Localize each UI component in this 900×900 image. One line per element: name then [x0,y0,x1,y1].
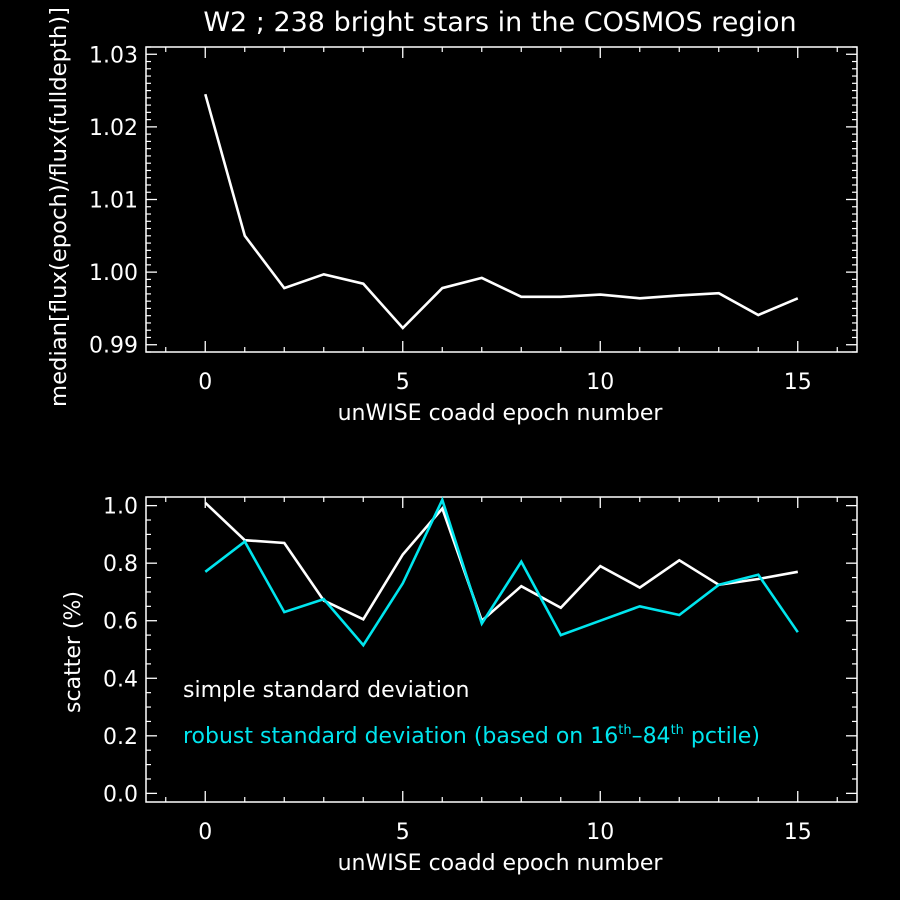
top-x-axis-label: unWISE coadd epoch number [338,401,664,426]
y-tick-label: 0.0 [103,782,138,807]
bottom-x-axis-label: unWISE coadd epoch number [338,851,664,876]
chart-title: W2 ; 238 bright stars in the COSMOS regi… [203,7,796,38]
x-tick-label: 0 [198,820,212,845]
top-tick-labels: 0 5 10 15 0.99 1.00 1.01 1.02 1.03 [89,43,812,395]
y-tick-label: 1.01 [89,189,138,214]
legend-robust-sup-2: th [671,723,684,738]
top-panel: W2 ; 238 bright stars in the COSMOS regi… [47,7,858,426]
legend-robust-suffix: pctile) [684,724,760,749]
bottom-y-axis-label: scatter (%) [61,591,86,713]
top-series-lines [204,93,799,330]
legend-robust-prefix: robust standard deviation (based on 16 [183,724,618,749]
series-line-0 [204,501,799,623]
y-tick-label: 1.03 [89,43,138,68]
y-tick-label: 0.8 [103,552,138,577]
x-tick-label: 10 [586,370,614,395]
x-tick-label: 15 [784,370,812,395]
top-y-axis-label: median[flux(epoch)/flux(fulldepth)] [47,7,72,407]
legend-robust-sup-1: th [618,723,631,738]
series-line-1 [204,496,799,648]
y-tick-label: 0.99 [89,334,138,359]
y-tick-label: 1.0 [103,495,138,520]
y-tick-label: 1.02 [89,116,138,141]
x-tick-label: 5 [396,820,410,845]
x-tick-label: 15 [784,820,812,845]
y-tick-label: 0.2 [103,725,138,750]
legend-robust-dash: –84 [632,724,671,749]
legend-simple: simple standard deviation [183,678,469,703]
bottom-series-lines [204,496,799,648]
y-tick-label: 1.00 [89,261,138,286]
top-axis-ticks [146,46,857,353]
x-tick-label: 0 [198,370,212,395]
bottom-tick-labels: 0 5 10 15 0.0 0.2 0.4 0.6 0.8 1.0 [103,495,812,845]
series-line-0 [204,93,799,330]
legend-robust: robust standard deviation (based on 16th… [183,723,760,749]
x-tick-label: 10 [586,820,614,845]
x-tick-label: 5 [396,370,410,395]
bottom-axis-ticks [146,497,857,802]
y-tick-label: 0.4 [103,667,138,692]
bottom-panel: 0 5 10 15 0.0 0.2 0.4 0.6 0.8 1.0 simple standard… [61,495,858,876]
y-tick-label: 0.6 [103,610,138,635]
